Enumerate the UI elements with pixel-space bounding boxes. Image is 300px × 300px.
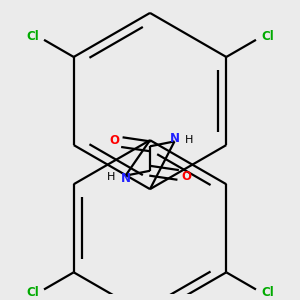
Text: Cl: Cl <box>26 286 39 299</box>
Text: Cl: Cl <box>261 30 274 44</box>
Text: O: O <box>181 170 191 183</box>
Text: O: O <box>109 134 119 147</box>
Text: Cl: Cl <box>26 30 39 44</box>
Text: H: H <box>107 172 116 182</box>
Text: N: N <box>121 172 130 185</box>
Text: N: N <box>169 132 179 145</box>
Text: Cl: Cl <box>261 286 274 299</box>
Text: H: H <box>184 135 193 145</box>
